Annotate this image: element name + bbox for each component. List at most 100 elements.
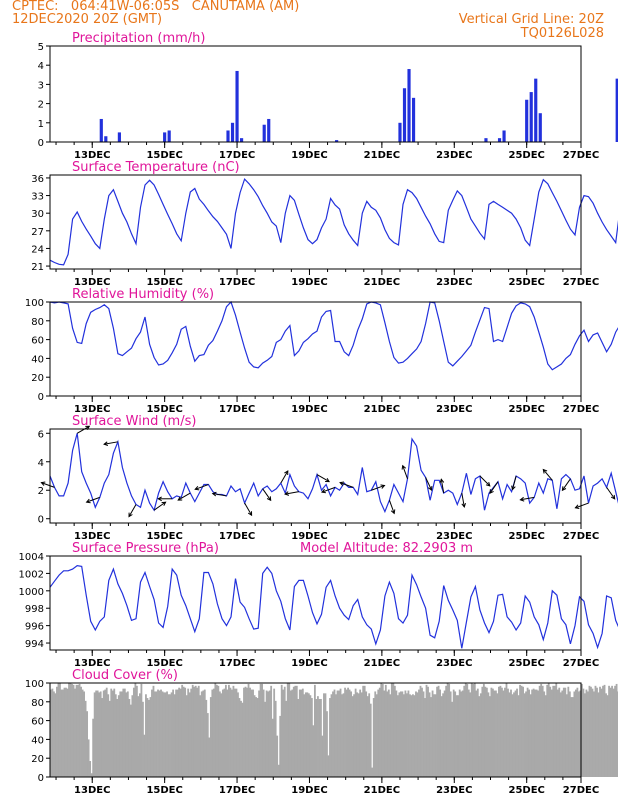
x-tick-label: 23DEC [436,404,472,415]
precip-bar [525,99,529,142]
cloud-bar [398,692,401,777]
x-tick-label: 15DEC [146,404,182,415]
cloud-bar [200,691,203,777]
cloud-bar [581,683,583,777]
y-tick-label: 2 [38,486,44,497]
cloud-bar [327,755,330,777]
y-tick-label: 20 [31,373,44,384]
cloud-bar [532,688,535,777]
cloud-bar [538,685,541,777]
x-tick-label: 17DEC [219,785,255,796]
cloud-bar [203,689,206,777]
cloud-bar [330,694,333,777]
cloud-bar [359,689,362,777]
cloud-bar [253,695,256,777]
cloud-bar [279,715,282,777]
wind-arrowhead [401,464,407,470]
y-tick-label: 0 [38,138,44,149]
wind-arrow [402,465,408,480]
cloud-bar [60,689,63,777]
cloud-bar [537,690,540,777]
wind-arrow [212,493,227,497]
cloud-bar [108,700,111,777]
panel-frame [49,682,582,778]
cloud-bar [134,683,137,777]
x-tick-label: 17DEC [219,658,255,669]
cloud-bar [140,683,143,777]
cloud-bar [261,683,264,777]
x-tick-label: 27DEC [563,658,599,669]
cloud-bar [117,695,120,777]
cloud-bar [428,692,431,777]
cloud-bar [485,687,488,777]
cloud-bar [182,686,185,777]
cloud-bar [496,693,499,777]
cloud-bar [274,700,277,777]
cloud-bar [502,690,505,777]
cloud-bar [544,695,547,777]
cloud-bar [565,694,568,777]
y-tick-label: 4 [38,61,44,72]
x-tick-label: 19DEC [291,785,327,796]
cloud-bar [484,686,487,777]
cloud-bar [482,683,485,777]
cloud-bar [161,691,164,777]
wind-arrowhead [439,478,445,484]
cloud-bar [250,689,253,777]
precip-bar [104,136,108,142]
x-tick-label: 21DEC [364,404,400,415]
cloud-bar [381,683,384,777]
cloud-bar [105,687,108,777]
cloud-bar [170,692,173,777]
cloud-bar [455,695,458,777]
cloud-bar [315,698,318,777]
cloud-bar [412,694,414,777]
cloud-bar [478,696,481,777]
y-tick-label: 2 [38,100,44,111]
wind-arrow [316,474,330,483]
cloud-bar [135,685,138,777]
cloud-bar [217,685,220,777]
x-tick-label: 17DEC [219,277,255,288]
y-tick-label: 994 [25,639,44,650]
cloud-bar [345,689,348,777]
cloud-bar [187,688,190,777]
cloud-bar [173,694,176,777]
wind-arrow [41,482,55,488]
cloud-bar [196,687,199,777]
cloud-bar [211,689,214,777]
cloud-bar [306,692,309,777]
cloud-bar [347,687,349,777]
cloud-bar [280,684,283,777]
cloud-bar [199,695,202,777]
cloud-bar [576,687,579,777]
cloud-bar [452,689,455,777]
x-tick-label: 23DEC [436,277,472,288]
cloud-bar [543,691,546,777]
cloud-bar [329,698,331,777]
y-tick-label: 998 [25,604,44,615]
cloud-bar [369,703,372,777]
cloud-bar [498,686,500,777]
wind-arrow [262,488,272,501]
cloud-bar [519,684,521,777]
cloud-bar [125,692,128,777]
wind-arrow [177,492,191,501]
cloud-bar [323,693,325,777]
x-tick-label: 13DEC [74,531,110,542]
wind-arrow [388,500,395,514]
cloud-bar [176,689,179,777]
cloud-bar [505,683,508,777]
series-line [49,433,618,514]
wind-arrowhead [157,496,162,502]
cloud-bar [298,689,301,777]
cloud-bar [184,687,187,777]
cloud-bar [603,684,606,777]
x-tick-label: 19DEC [291,277,327,288]
precip-bar [226,130,230,142]
cloud-bar [80,686,82,777]
precip-bar [407,69,411,142]
precip-bar [529,92,533,142]
wind-arrow [339,482,354,488]
x-tick-label: 21DEC [364,277,400,288]
